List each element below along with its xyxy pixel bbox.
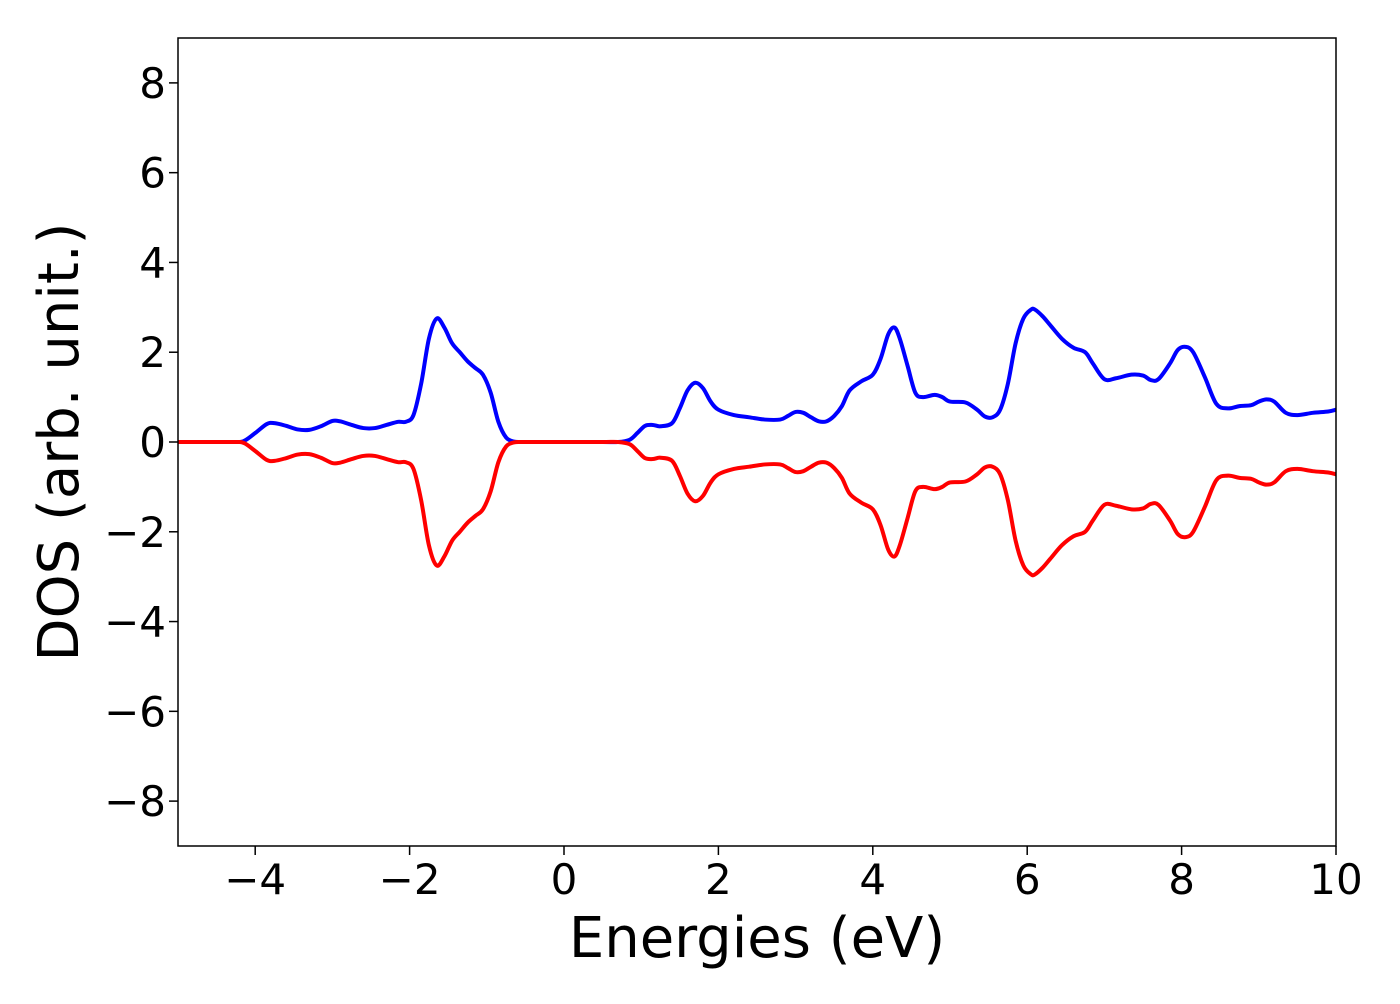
y-tick-label: 4 bbox=[139, 238, 166, 287]
series-layer bbox=[177, 306, 1337, 578]
y-axis-title: DOS (arb. unit.) bbox=[27, 222, 92, 661]
x-tick-label: 6 bbox=[1014, 855, 1041, 904]
x-tick-label: 0 bbox=[551, 855, 578, 904]
x-tick-label: 10 bbox=[1309, 855, 1362, 904]
y-tick-label: 8 bbox=[139, 59, 166, 108]
x-tick-label: 8 bbox=[1168, 855, 1195, 904]
y-axis-ticks: −8 −6 −4 −2 0 2 4 6 8 bbox=[104, 59, 178, 826]
x-axis-title: Energies (eV) bbox=[569, 906, 945, 971]
y-tick-label: 0 bbox=[139, 418, 166, 467]
y-tick-label: −6 bbox=[104, 687, 166, 736]
x-tick-label: 4 bbox=[859, 855, 886, 904]
series-line-positive bbox=[177, 306, 1337, 445]
x-axis-ticks: −4 −2 0 2 4 6 8 10 bbox=[224, 846, 1363, 904]
y-tick-label: −4 bbox=[104, 598, 166, 647]
y-tick-label: 2 bbox=[139, 328, 166, 377]
y-tick-label: −8 bbox=[104, 777, 166, 826]
y-tick-label: 6 bbox=[139, 149, 166, 198]
series-line-negative bbox=[177, 439, 1337, 578]
y-tick-label: −2 bbox=[104, 508, 166, 557]
x-tick-label: −4 bbox=[224, 855, 286, 904]
x-tick-label: −2 bbox=[379, 855, 441, 904]
x-tick-label: 2 bbox=[705, 855, 732, 904]
